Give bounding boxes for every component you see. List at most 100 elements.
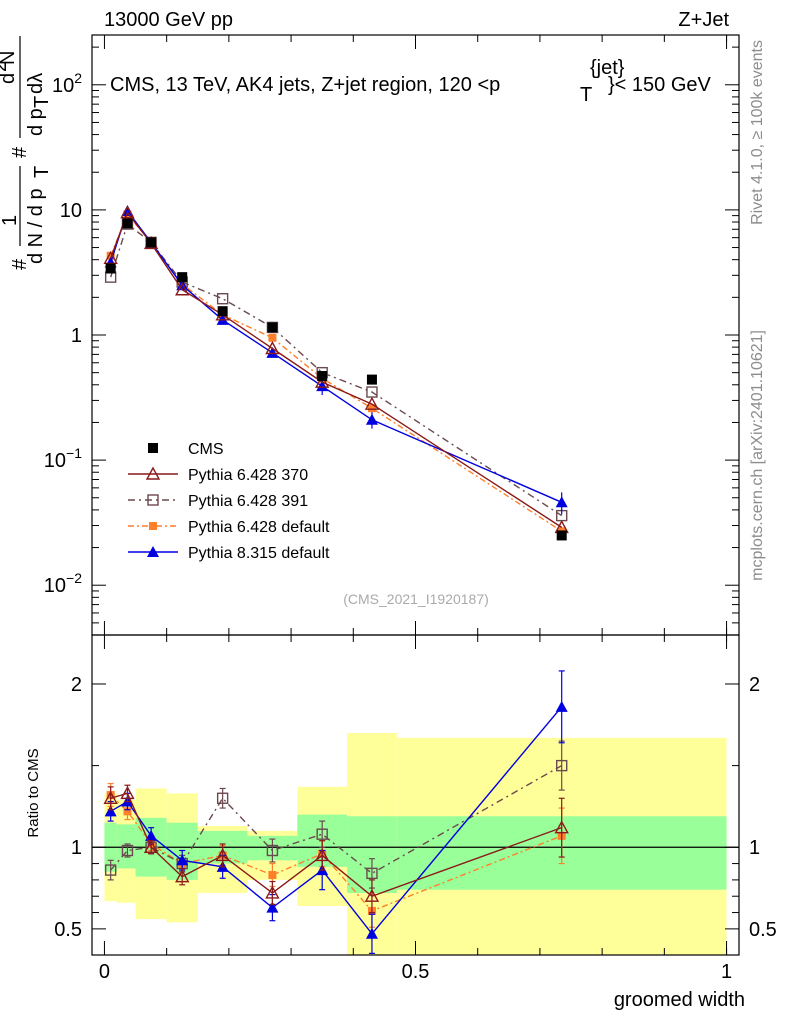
header-right: Z+Jet [678,9,729,31]
legend-entry-p8_default: Pythia 8.315 default [128,545,330,562]
point-cms [217,306,228,317]
ylabel-hash2: # [9,146,31,158]
ratio-panel: 0.5 0.5 1 1 2 2 0 0.5 1 [54,634,777,983]
point-cms [267,322,278,333]
ratio-point-p8_default [145,829,158,841]
ratio-point-p6_370 [265,885,280,899]
main-title: CMS, 13 TeV, AK4 jets, Z+jet region, 120… [110,74,500,96]
legend-label: CMS [188,441,224,458]
tick-exp: −1 [66,445,82,461]
series-line-p6_391 [109,222,563,517]
point-p8_default [316,380,329,392]
point-p6_370 [120,205,135,219]
point-cms [317,371,328,382]
series-p6_391 [104,218,568,522]
title-sup: {jet} [590,57,625,79]
tick-base: 10 [44,575,66,597]
watermark: (CMS_2021_I1920187) [343,591,489,607]
ratio-bands [92,732,739,955]
ratio-point-p6_370 [364,888,380,902]
main-ylabel: # 1 d N / d p T # d 2 N d p T dλ [0,36,53,270]
point-p8_default [555,496,568,508]
ratio-ytick-label-left: 1 [71,837,82,859]
legend-entry-p6_391: Pythia 6.428 391 [128,493,308,510]
ratio-point-p8_default [266,901,279,913]
ratio-series-p6_370 [103,784,569,914]
tick-exp: 2 [74,70,82,86]
legend-label: Pythia 6.428 391 [188,493,308,510]
ylabel-dpt: d p [25,108,47,136]
title-post: }< 150 GeV [608,74,712,96]
ratio-line-p6_391 [110,765,563,875]
ylabel-d2n-n: N [0,51,19,65]
x-tick-label: 0 [99,961,110,983]
main-ytick-label: 1 [71,325,82,347]
main-ytick-label: 10−2 [44,570,82,597]
ylabel-t: T [31,166,53,178]
ratio-point-p6_370 [215,847,230,862]
ratio-point-p8_default [365,927,378,939]
main-ytick-label: 10 [60,200,82,222]
legend-label: Pythia 6.428 default [188,519,330,536]
ratio-point-p6_default [268,871,277,879]
ratio-point-p8_default [176,854,189,866]
ylabel-one: 1 [0,215,21,226]
ratio-ytick-label-left: 2 [71,674,82,696]
point-cms [122,218,133,229]
legend-marker [147,494,159,506]
ratio-point-p6_default [123,807,132,816]
point-cms [146,237,157,248]
series-cms [105,218,567,541]
x-tick-label: 0.5 [402,961,430,983]
ylabel-d2n-d: d [0,73,19,84]
ratio-ytick-label-left: 0.5 [54,919,82,941]
tick-base: 10 [44,450,66,472]
x-axis-label: groomed width [614,989,745,1011]
point-cms [556,530,567,541]
point-p6_default [367,404,376,413]
ylabel-dn: d N / d p [25,188,47,264]
series-p6_default [106,210,566,536]
legend-entry-p6_370: Pythia 6.428 370 [128,466,308,484]
point-cms [177,272,188,283]
series-line-p6_370 [110,211,563,528]
legend-label: Pythia 8.315 default [188,545,330,562]
ratio-point-p6_370 [315,847,330,862]
point-p6_370 [103,250,118,265]
series-p8_default [104,204,568,515]
point-p6_370 [315,374,330,388]
ratio-point-p6_391 [216,792,229,804]
point-p6_default [106,251,115,260]
legend-label: Pythia 6.428 370 [188,467,308,484]
ratio-point-p6_370 [554,820,569,834]
ratio-point-p6_391 [555,759,568,772]
legend-marker [147,546,159,557]
ratio-ticks: 0.5 0.5 1 1 2 2 0 0.5 1 [54,635,777,983]
ratio-ylabel: Ratio to CMS [25,748,42,837]
legend: CMS Pythia 6.428 370 Pythia 6.428 391 Pythi… [128,441,330,562]
ratio-point-p6_370 [143,839,159,853]
title-pre: CMS, 13 TeV, AK4 jets, Z+jet region, 120… [110,74,500,96]
rivet-label: Rivet 4.1.0, ≥ 100k events [749,40,766,225]
ratio-ytick-label-right: 0.5 [749,919,777,941]
ratio-point-p6_391 [104,864,117,876]
ratio-point-p6_391 [266,844,279,857]
ylabel-t2: T [31,96,53,108]
legend-entry-p6_default: Pythia 6.428 default [128,519,330,536]
ylabel-d2n-two: 2 [0,61,11,72]
legend-marker [148,443,158,453]
point-p6_370 [265,341,280,355]
point-p6_391 [216,293,229,305]
main-series [103,204,569,541]
ratio-point-p6_391 [316,828,328,840]
ratio-point-p6_370 [103,790,118,804]
ratio-frame [91,634,740,956]
tick-base: 10 [52,75,74,97]
series-p6_370 [103,205,569,534]
ylabel-hash: # [9,258,31,270]
ratio-point-p8_default [555,700,568,712]
header-left: 13000 GeV pp [104,9,233,31]
point-cms [366,374,377,385]
